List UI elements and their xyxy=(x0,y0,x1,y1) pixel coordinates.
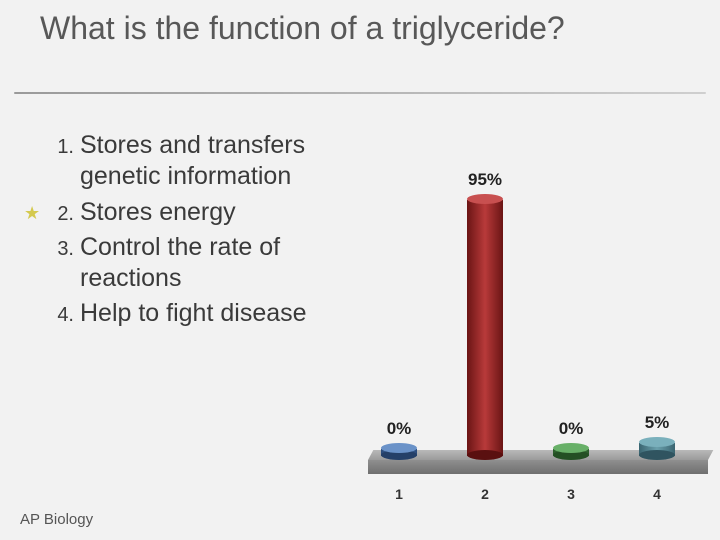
answer-number: 2. xyxy=(50,197,80,226)
results-bar-chart: 0% 1 95% 2 0% 3 5% 4 xyxy=(368,150,708,510)
bar-category-label: 3 xyxy=(567,486,575,502)
answer-text: Help to fight disease xyxy=(80,298,307,329)
answer-number: 3. xyxy=(50,232,80,261)
slide-title: What is the function of a triglyceride? xyxy=(40,10,600,47)
answer-text: Control the rate of reactions xyxy=(80,232,340,295)
answer-item: ★2.Stores energy xyxy=(50,197,370,228)
bar-category-label: 2 xyxy=(481,486,489,502)
answer-item: 4.Help to fight disease xyxy=(50,298,370,329)
bar-cylinder xyxy=(553,443,589,460)
bar-value-label: 95% xyxy=(468,170,502,190)
slide-title-area: What is the function of a triglyceride? xyxy=(40,10,600,47)
answer-number: 4. xyxy=(50,298,80,327)
bar-cylinder xyxy=(467,194,503,461)
answer-list: 1.Stores and transfers genetic informati… xyxy=(50,130,370,334)
bar-cylinder xyxy=(639,437,675,461)
answer-item: 1.Stores and transfers genetic informati… xyxy=(50,130,370,193)
answer-text: Stores energy xyxy=(80,197,236,228)
bar-cylinder xyxy=(381,443,417,460)
answer-number: 1. xyxy=(50,130,80,159)
bar-category-label: 4 xyxy=(653,486,661,502)
title-underline xyxy=(14,92,706,94)
footer-label: AP Biology xyxy=(20,511,93,528)
bar-value-label: 0% xyxy=(387,419,412,439)
bar-value-label: 0% xyxy=(559,419,584,439)
correct-star-icon: ★ xyxy=(24,203,40,224)
bar-value-label: 5% xyxy=(645,413,670,433)
answer-item: 3.Control the rate of reactions xyxy=(50,232,370,295)
bar-category-label: 1 xyxy=(395,486,403,502)
answer-text: Stores and transfers genetic information xyxy=(80,130,340,193)
